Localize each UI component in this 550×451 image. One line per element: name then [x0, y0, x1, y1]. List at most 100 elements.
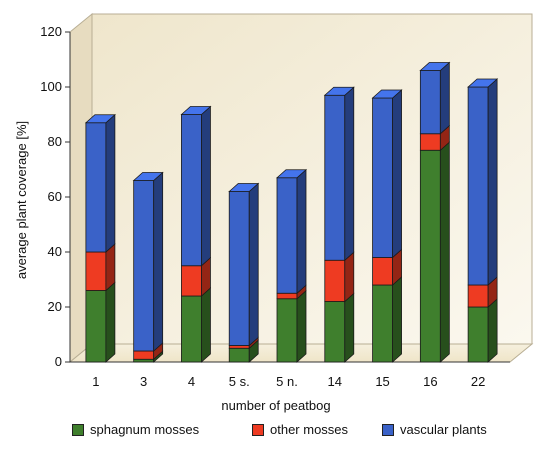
bar-segment: [467, 298, 498, 363]
bar-segment: [419, 124, 450, 152]
bar-top: [228, 183, 260, 192]
x-tick-label: 4: [188, 374, 195, 389]
bar-segment: [84, 113, 116, 253]
bar-top: [467, 78, 499, 88]
legend-label: sphagnum mosses: [90, 422, 200, 437]
bar-front: [133, 350, 155, 360]
bar-top: [419, 62, 451, 71]
bar-side: [344, 86, 355, 262]
bar-front: [85, 122, 107, 253]
bar-front: [324, 94, 346, 261]
bar-segment: [181, 287, 211, 363]
x-tick-label: 16: [423, 374, 437, 389]
x-tick-label: 5 s.: [229, 374, 250, 389]
bar-side: [392, 276, 402, 363]
bar-segment: [275, 168, 308, 295]
bar-side: [439, 61, 450, 135]
bar-segment: [323, 86, 355, 262]
bar-top: [180, 106, 212, 115]
bar-front: [133, 180, 155, 352]
y-tick-label: 40: [48, 244, 62, 259]
bar-side: [487, 298, 498, 363]
bar-front: [324, 301, 346, 363]
y-axis-label: average plant coverage [%]: [14, 121, 29, 279]
bar-side: [344, 292, 355, 363]
bar-side: [105, 113, 116, 253]
bar-segment: [419, 141, 450, 363]
bar-side: [248, 182, 259, 347]
x-tick-label: 5 n.: [276, 374, 298, 389]
bar-front: [181, 295, 202, 363]
bar-front: [228, 191, 250, 346]
x-tick-label: 14: [328, 374, 342, 389]
x-axis-label: number of peatbog: [221, 398, 330, 413]
bar-front: [276, 177, 298, 294]
bar-segment: [276, 289, 307, 363]
y-tick-label: 80: [48, 134, 62, 149]
bar-side: [392, 89, 402, 259]
bar-front: [419, 133, 441, 151]
bar-front: [85, 290, 107, 363]
bar-side: [201, 287, 211, 363]
bar-top: [371, 89, 403, 99]
bar-segment: [371, 89, 403, 259]
bar-front: [181, 114, 202, 267]
bar-segment: [419, 61, 451, 135]
bar-front: [372, 257, 393, 286]
y-tick-label: 120: [40, 24, 62, 39]
bar-front: [181, 265, 202, 297]
y-tick-label: 20: [48, 299, 62, 314]
x-tick-label: 1: [92, 374, 99, 389]
bar-side: [296, 168, 307, 295]
bar-segment: [467, 78, 499, 286]
legend-label: vascular plants: [400, 422, 487, 437]
x-tick-label: 22: [471, 374, 485, 389]
bar-segment: [180, 105, 212, 267]
bar-side: [201, 105, 211, 267]
y-tick-label: 0: [55, 354, 62, 369]
bar-side: [439, 141, 450, 363]
legend: sphagnum mosses other mosses vascular pl…: [72, 418, 512, 442]
bar-front: [467, 284, 489, 308]
legend-swatch: [382, 423, 394, 436]
bar-segment: [85, 281, 116, 363]
y-tick-label: 100: [40, 79, 62, 94]
bar-top: [323, 86, 355, 96]
bar-segment: [132, 171, 164, 352]
bar-front: [419, 149, 441, 363]
bar-segment: [372, 276, 402, 363]
bar-segment: [228, 182, 260, 347]
bar-top: [275, 169, 308, 179]
bar-top: [132, 172, 164, 181]
bar-front: [228, 345, 250, 349]
x-tick-label: 15: [375, 374, 389, 389]
bar-front: [276, 298, 298, 363]
bar-front: [133, 358, 155, 363]
bar-front: [419, 70, 441, 135]
bar-side: [105, 281, 116, 363]
bar-front: [467, 306, 489, 363]
y-tick-label: 60: [48, 189, 62, 204]
legend-item-sphagnum-mosses: sphagnum mosses: [72, 422, 199, 437]
bar-top: [84, 114, 116, 124]
bar-front: [85, 251, 107, 291]
legend-item-other-mosses: other mosses: [252, 422, 348, 437]
bar-front: [228, 347, 250, 363]
bar-front: [324, 259, 346, 302]
bar-front: [467, 86, 489, 286]
legend-item-vascular-plants: vascular plants: [382, 422, 487, 437]
bar-front: [276, 292, 298, 300]
bar-side: [487, 78, 498, 286]
x-tick-label: 3: [140, 374, 147, 389]
bar-front: [372, 284, 393, 363]
legend-swatch: [72, 423, 84, 436]
bar-front: [372, 97, 393, 258]
bar-side: [344, 251, 355, 303]
bar-segment: [324, 251, 355, 303]
bar-side: [153, 171, 164, 352]
legend-label: other mosses: [270, 422, 349, 437]
bar-side: [296, 289, 307, 363]
legend-swatch: [252, 423, 264, 436]
